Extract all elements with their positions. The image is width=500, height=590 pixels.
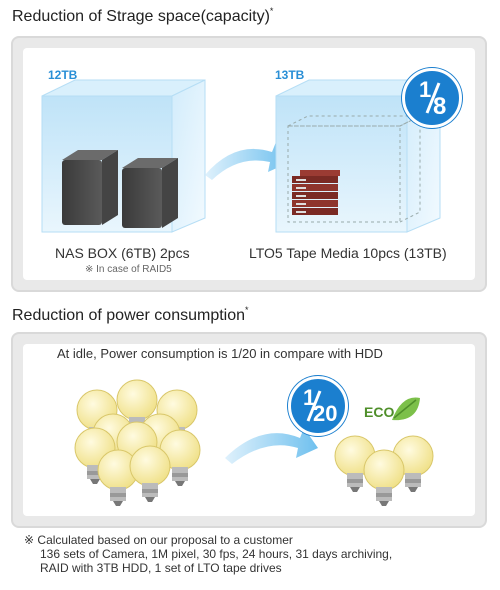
- nas-caption: NAS BOX (6TB) 2pcs: [55, 245, 190, 261]
- footnote-line-1: ※ Calculated based on our proposal to a …: [24, 533, 392, 547]
- nas-box-icon: [62, 150, 118, 225]
- footnote-line-2: 136 sets of Camera, 1M pixel, 30 fps, 24…: [40, 547, 393, 561]
- right-capacity-label: 13TB: [275, 68, 305, 82]
- footnote-text-1: Calculated based on our proposal to a cu…: [37, 533, 293, 547]
- fraction-slash-icon: [425, 82, 441, 114]
- light-bulb-icon: [363, 449, 405, 507]
- curved-arrow-icon: [205, 142, 290, 180]
- nas-box-icon: [122, 158, 178, 228]
- power-section-title: Reduction of power consumption*: [12, 305, 249, 325]
- left-capacity-label: 12TB: [48, 68, 78, 82]
- badge-numerator: 1: [303, 385, 316, 410]
- storage-section-title: Reduction of Strage space(capacity)*: [12, 6, 274, 26]
- power-illustration: [74, 379, 434, 507]
- raid-note: ※ In case of RAID5: [85, 264, 172, 275]
- bulb-cluster-right: [334, 435, 434, 507]
- power-panel: [11, 332, 487, 528]
- power-headline: At idle, Power consumption is 1/20 in co…: [57, 346, 383, 361]
- storage-title-text: Reduction of Strage space(capacity): [12, 8, 270, 25]
- bulb-cluster-left: [74, 379, 201, 507]
- storage-title-asterisk: *: [269, 6, 274, 16]
- power-title-text: Reduction of power consumption: [12, 307, 246, 324]
- badge-denominator: 8: [433, 93, 447, 120]
- footnote: ※ Calculated based on our proposal to a …: [24, 533, 392, 575]
- curved-arrow-icon: [225, 428, 318, 464]
- footnote-line-3: RAID with 3TB HDD, 1 set of LTO tape dri…: [40, 561, 282, 575]
- badge-numerator: 1: [419, 77, 432, 102]
- badge-denominator: 20: [313, 401, 338, 426]
- ratio-badge-one-twentieth: 1 20: [288, 376, 348, 436]
- ratio-badge-one-eighth: 1 8: [402, 68, 462, 128]
- storage-illustration: [41, 79, 441, 233]
- light-bulb-icon: [129, 445, 171, 503]
- eco-label: ECO: [364, 404, 395, 420]
- power-title-asterisk: *: [245, 305, 249, 315]
- tape-caption: LTO5 Tape Media 10pcs (13TB): [249, 245, 447, 261]
- eco-leaf-icon: [392, 397, 420, 421]
- footnote-mark: ※: [24, 533, 35, 547]
- fraction-slash-icon: [306, 390, 322, 422]
- tape-media-stack-icon: [292, 170, 340, 215]
